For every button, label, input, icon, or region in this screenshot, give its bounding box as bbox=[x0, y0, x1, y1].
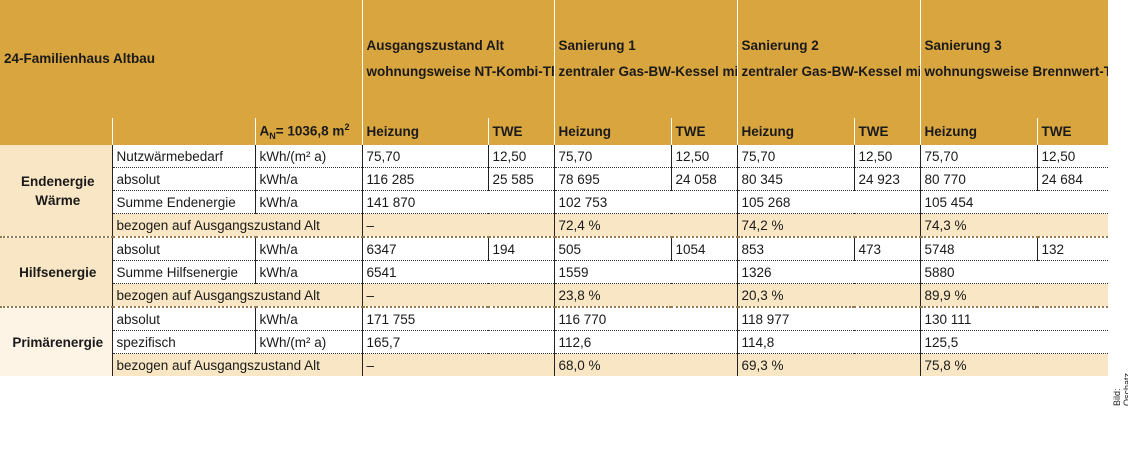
area-label: AN= 1036,8 m2 bbox=[254, 118, 362, 145]
scenario-desc: wohnungsweise Brennwert-Thermen (TWE im … bbox=[924, 64, 1109, 79]
unit-cell: kWh/a bbox=[254, 236, 362, 261]
col-heizung: Heizung bbox=[736, 118, 855, 145]
table-row: absolut kWh/a 116 285 25 585 78 695 24 0… bbox=[0, 167, 1109, 191]
group-label: Primärenergie bbox=[0, 306, 112, 376]
table-title: 24-Familienhaus Altbau bbox=[0, 0, 362, 118]
col-twe: TWE bbox=[487, 118, 555, 145]
unit-cell: kWh/a bbox=[254, 306, 362, 331]
unit-cell: kWh/(m² a) bbox=[254, 330, 362, 354]
table-row: Endenergie Wärme Nutzwärmebedarf kWh/(m²… bbox=[0, 145, 1109, 237]
table-row: bezogen auf Ausgangszustand Alt – 23,8 %… bbox=[0, 283, 1109, 307]
table-row: Summe Endenergie kWh/a 141 870 102 753 1… bbox=[0, 190, 1109, 214]
table-row: Summe Hilfsenergie kWh/a 6541 1559 1326 … bbox=[0, 260, 1109, 284]
table-row: spezifisch kWh/(m² a) 165,7 112,6 114,8 … bbox=[0, 330, 1109, 354]
unit-cell: kWh/(m² a) bbox=[254, 145, 362, 168]
table-row: Hilfsenergie absolut kWh/a 6347 194 505 … bbox=[0, 236, 1109, 307]
scenario-header: Sanierung 3 wohnungsweise Brennwert-Ther… bbox=[919, 0, 1109, 118]
scenario-header: Sanierung 1 zentraler Gas-BW-Kessel mit … bbox=[553, 0, 738, 118]
image-credit: Bild: Oschatz bbox=[1112, 372, 1128, 406]
table-row: bezogen auf Ausgangszustand Alt – 68,0 %… bbox=[0, 353, 1109, 376]
col-heizung: Heizung bbox=[553, 118, 672, 145]
scenario-name: Sanierung 2 bbox=[741, 38, 819, 53]
col-twe: TWE bbox=[670, 118, 738, 145]
subheader-row: AN= 1036,8 m2 Heizung TWE Heizung TWE He… bbox=[0, 118, 1109, 145]
unit-cell: kWh/a bbox=[254, 190, 362, 214]
energy-comparison-table: 24-Familienhaus Altbau Ausgangszustand A… bbox=[0, 0, 1109, 376]
group-label: Endenergie Wärme bbox=[0, 145, 112, 237]
scenario-name: Sanierung 3 bbox=[924, 38, 1002, 53]
col-heizung: Heizung bbox=[361, 118, 488, 145]
unit-cell: kWh/a bbox=[254, 260, 362, 284]
scenario-header: Ausgangszustand Alt wohnungsweise NT-Kom… bbox=[361, 0, 555, 118]
group-label: Hilfsenergie bbox=[0, 236, 112, 307]
table-row: Primärenergie absolut kWh/a 171 755 116 … bbox=[0, 306, 1109, 376]
scenario-name: Sanierung 1 bbox=[558, 38, 636, 53]
scenario-desc: wohnungsweise NT-Kombi-Thermen (alt) (TW… bbox=[366, 64, 555, 79]
unit-cell: kWh/a bbox=[254, 167, 362, 191]
scenario-desc: zentraler Gas-BW-Kessel mit Wohnungsstat… bbox=[558, 64, 738, 79]
col-twe: TWE bbox=[1036, 118, 1109, 145]
table-row: bezogen auf Ausgangszustand Alt – 72,4 %… bbox=[0, 213, 1109, 237]
header-row: 24-Familienhaus Altbau Ausgangszustand A… bbox=[0, 0, 1109, 118]
scenario-desc: zentraler Gas-BW-Kessel mit indirekt beh… bbox=[741, 64, 921, 79]
scenario-header: Sanierung 2 zentraler Gas-BW-Kessel mit … bbox=[736, 0, 921, 118]
scenario-name: Ausgangszustand Alt bbox=[366, 38, 505, 53]
col-heizung: Heizung bbox=[919, 118, 1038, 145]
col-twe: TWE bbox=[853, 118, 921, 145]
